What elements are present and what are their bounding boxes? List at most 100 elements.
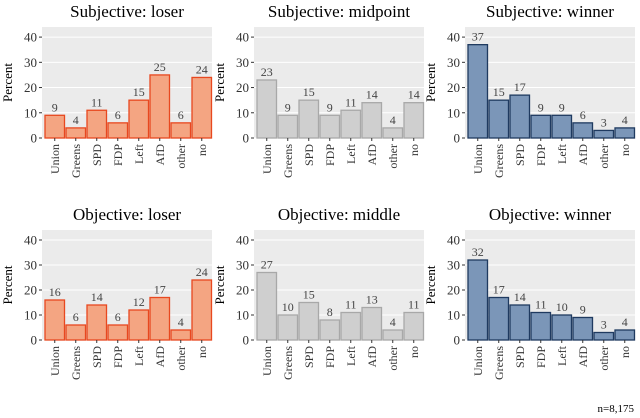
y-tick-label: 0 — [454, 333, 461, 348]
data-label: 6 — [115, 108, 121, 122]
data-label: 3 — [601, 115, 607, 129]
data-label: 10 — [282, 300, 294, 314]
data-label: 4 — [178, 315, 184, 329]
y-tick-label: 0 — [31, 333, 38, 348]
category-label: AfD — [576, 346, 590, 368]
data-label: 17 — [493, 283, 505, 297]
bar — [107, 122, 129, 139]
bar — [403, 102, 425, 139]
bar — [277, 314, 299, 341]
y-axis-label: Percent — [212, 265, 227, 304]
data-label: 9 — [580, 303, 586, 317]
category-label: Union — [471, 346, 485, 376]
category-label: other — [174, 346, 188, 371]
y-tick-label: 20 — [236, 283, 249, 298]
bar — [530, 114, 552, 139]
category-label: SPD — [90, 144, 104, 166]
data-label: 10 — [556, 300, 568, 314]
bar — [572, 122, 594, 139]
category-label: Union — [471, 144, 485, 174]
y-tick-label: 30 — [447, 258, 460, 273]
category-label: Greens — [492, 144, 506, 178]
data-label: 8 — [327, 305, 333, 319]
bar — [572, 316, 594, 341]
chart-title: Objective: loser — [73, 205, 181, 224]
data-label: 4 — [622, 315, 628, 329]
y-tick-label: 20 — [236, 80, 249, 95]
bar — [382, 329, 404, 341]
category-label: other — [174, 144, 188, 169]
data-label: 16 — [49, 285, 61, 299]
data-label: 37 — [472, 30, 484, 44]
chart-panel: Objective: loser 0 10 20 30 40 Percent 16 Union 6… — [0, 205, 213, 380]
data-label: 4 — [622, 113, 628, 127]
category-label: FDP — [111, 346, 125, 368]
chart-title: Subjective: midpoint — [268, 2, 410, 21]
chart-panel: Subjective: loser 0 10 20 30 40 Percent 9 Union 4… — [0, 2, 213, 178]
y-axis-label: Percent — [212, 63, 227, 102]
bar — [65, 324, 87, 341]
bar — [361, 306, 383, 341]
category-label: Greens — [69, 346, 83, 380]
category-label: AfD — [153, 346, 167, 368]
y-tick-label: 0 — [454, 131, 461, 146]
bar — [170, 329, 192, 341]
category-label: Union — [260, 346, 274, 376]
data-label: 15 — [303, 85, 315, 99]
chart-title: Objective: winner — [489, 205, 612, 224]
data-label: 12 — [133, 295, 145, 309]
bar — [467, 259, 489, 341]
category-label: FDP — [323, 144, 337, 166]
data-label: 11 — [91, 95, 103, 109]
category-label: Left — [132, 345, 146, 366]
category-label: FDP — [111, 144, 125, 166]
y-tick-label: 0 — [31, 131, 38, 146]
category-label: SPD — [513, 346, 527, 368]
y-tick-label: 10 — [236, 105, 249, 120]
y-tick-label: 40 — [236, 30, 249, 45]
bar — [298, 99, 320, 139]
category-label: other — [386, 346, 400, 371]
data-label: 9 — [538, 100, 544, 114]
data-label: 13 — [366, 293, 378, 307]
data-label: 14 — [408, 88, 420, 102]
y-tick-label: 10 — [24, 105, 37, 120]
data-label: 17 — [154, 283, 166, 297]
bar — [44, 114, 66, 139]
chart-panel: Objective: winner 0 10 20 30 40 Percent 32 Union… — [423, 205, 636, 380]
data-label: 4 — [73, 113, 79, 127]
y-tick-label: 40 — [24, 233, 37, 248]
y-tick-label: 20 — [24, 283, 37, 298]
data-label: 15 — [493, 85, 505, 99]
bar — [382, 127, 404, 139]
category-label: AfD — [365, 346, 379, 368]
data-label: 14 — [91, 290, 103, 304]
y-tick-label: 30 — [236, 258, 249, 273]
bar — [509, 94, 531, 139]
bar — [614, 329, 636, 341]
bar — [593, 129, 615, 139]
y-tick-label: 40 — [447, 30, 460, 45]
category-label: no — [618, 346, 632, 358]
bar — [170, 122, 192, 139]
category-label: Greens — [281, 144, 295, 178]
data-label: 25 — [154, 60, 166, 74]
category-label: Greens — [69, 144, 83, 178]
category-label: no — [618, 144, 632, 156]
category-label: Union — [48, 346, 62, 376]
data-label: 9 — [52, 100, 58, 114]
category-label: Union — [48, 144, 62, 174]
bar — [614, 127, 636, 139]
data-label: 15 — [303, 288, 315, 302]
bar — [191, 76, 213, 139]
category-label: FDP — [534, 144, 548, 166]
bar — [467, 44, 489, 139]
data-label: 6 — [115, 310, 121, 324]
category-label: Left — [344, 345, 358, 366]
category-label: Left — [132, 143, 146, 164]
bar — [277, 114, 299, 139]
category-label: SPD — [302, 346, 316, 368]
data-label: 14 — [366, 88, 378, 102]
bar — [340, 311, 362, 341]
bar — [530, 311, 552, 341]
